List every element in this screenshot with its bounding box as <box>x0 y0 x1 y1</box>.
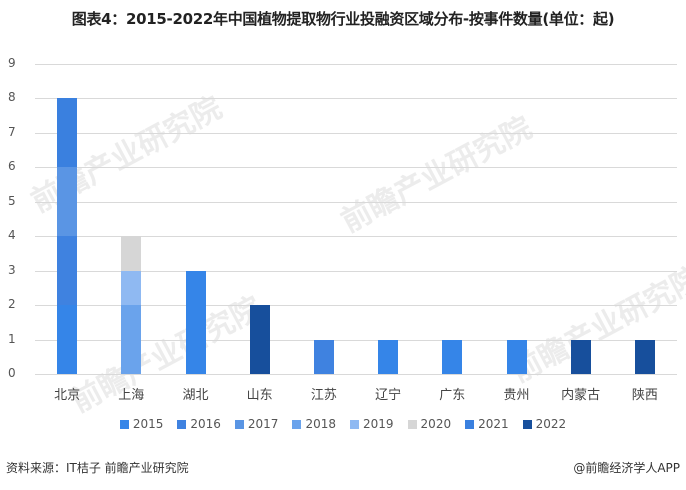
legend-label: 2020 <box>420 417 452 431</box>
y-tick-label: 6 <box>8 159 16 173</box>
y-tick-label: 5 <box>8 193 16 208</box>
y-tick-label: 0 <box>8 366 16 380</box>
x-tick-label: 辽宁 <box>375 388 402 403</box>
bar-segment-2019 <box>121 270 142 305</box>
y-tick-label: 4 <box>8 228 16 242</box>
bar-上海[interactable] <box>121 0 142 490</box>
legend-item-2022[interactable]: 2022 <box>522 417 567 431</box>
bar-segment-2015 <box>506 339 527 374</box>
gridline <box>35 63 677 65</box>
y-tick-label: 1 <box>8 331 16 346</box>
legend-swatch <box>177 419 187 429</box>
gridline <box>35 374 677 375</box>
bar-内蒙古[interactable] <box>570 0 591 490</box>
legend-label: 2016 <box>190 417 221 431</box>
bar-湖北[interactable] <box>185 0 206 490</box>
bar-segment-2018 <box>121 305 142 374</box>
x-tick-label: 陕西 <box>631 388 658 403</box>
legend-swatch <box>350 419 359 429</box>
bar-辽宁[interactable] <box>378 0 399 490</box>
y-tick-label: 9 <box>8 55 16 70</box>
bar-segment-2016 <box>313 339 334 374</box>
bar-江苏[interactable] <box>313 0 334 490</box>
bar-segment-2015 <box>442 339 463 374</box>
gridline <box>35 132 677 134</box>
bar-贵州[interactable] <box>506 0 527 490</box>
bar-segment-2015 <box>57 305 78 374</box>
bar-广东[interactable] <box>442 0 463 490</box>
bar-segment-2021 <box>57 98 78 167</box>
x-tick-label: 广东 <box>439 388 466 403</box>
x-tick-label: 山东 <box>246 388 273 403</box>
gridline <box>35 339 677 341</box>
bar-segment-2020 <box>121 236 142 271</box>
legend-item-2018[interactable]: 2018 <box>292 417 336 431</box>
gridline <box>35 167 677 168</box>
legend-swatch <box>522 419 532 429</box>
legend-label: 2022 <box>535 417 567 431</box>
x-tick-label: 内蒙古 <box>561 388 601 403</box>
legend-item-2015[interactable]: 2015 <box>119 417 164 431</box>
legend-swatch <box>292 419 302 429</box>
legend-label: 2017 <box>247 417 279 431</box>
legend-item-2021[interactable]: 2021 <box>465 417 509 431</box>
legend-item-2016[interactable]: 2016 <box>177 417 221 431</box>
bar-segment-2022 <box>634 339 655 374</box>
legend: 2015 2016 2017 2018 2019 2020 2021 2022 <box>0 417 686 431</box>
y-tick-label: 8 <box>8 90 16 104</box>
gridline <box>35 201 677 203</box>
bar-segment-2017 <box>57 167 78 236</box>
x-tick-label: 贵州 <box>503 388 530 403</box>
watermark-text: 前瞻产业研究院 <box>505 260 686 390</box>
legend-label: 2019 <box>363 417 394 431</box>
chart-title: 图表4：2015-2022年中国植物提取物行业投融资区域分布-按事件数量(单位：… <box>71 10 615 28</box>
gridline <box>35 305 677 306</box>
source-note: 资料来源：IT桔子 前瞻产业研究院 <box>6 461 189 475</box>
bar-segment-2015 <box>185 270 206 374</box>
y-tick-label: 2 <box>8 297 16 311</box>
bar-山东[interactable] <box>249 0 270 490</box>
gridline <box>35 98 677 99</box>
gridline <box>35 236 677 237</box>
legend-item-2019[interactable]: 2019 <box>350 417 394 431</box>
legend-swatch <box>465 419 475 429</box>
bar-segment-2022 <box>249 305 270 374</box>
legend-swatch <box>407 419 417 429</box>
bar-segment-2022 <box>570 339 591 374</box>
bar-北京[interactable] <box>57 0 78 490</box>
legend-item-2020[interactable]: 2020 <box>407 417 452 431</box>
legend-swatch <box>119 419 129 429</box>
legend-label: 2015 <box>132 417 164 431</box>
bar-segment-2015 <box>378 339 399 374</box>
y-tick-label: 7 <box>8 124 16 139</box>
bar-segment-2016 <box>57 236 78 305</box>
credit-note: @前瞻经济学人APP <box>573 461 680 475</box>
x-tick-label: 北京 <box>54 388 81 403</box>
x-tick-label: 湖北 <box>182 388 209 403</box>
x-tick-label: 江苏 <box>310 388 337 403</box>
legend-label: 2018 <box>305 417 336 431</box>
legend-swatch <box>234 419 244 429</box>
y-tick-label: 3 <box>8 262 16 277</box>
legend-label: 2021 <box>478 417 509 431</box>
legend-item-2017[interactable]: 2017 <box>234 417 279 431</box>
x-tick-label: 上海 <box>118 388 145 403</box>
gridline <box>35 270 677 272</box>
bar-陕西[interactable] <box>634 0 655 490</box>
